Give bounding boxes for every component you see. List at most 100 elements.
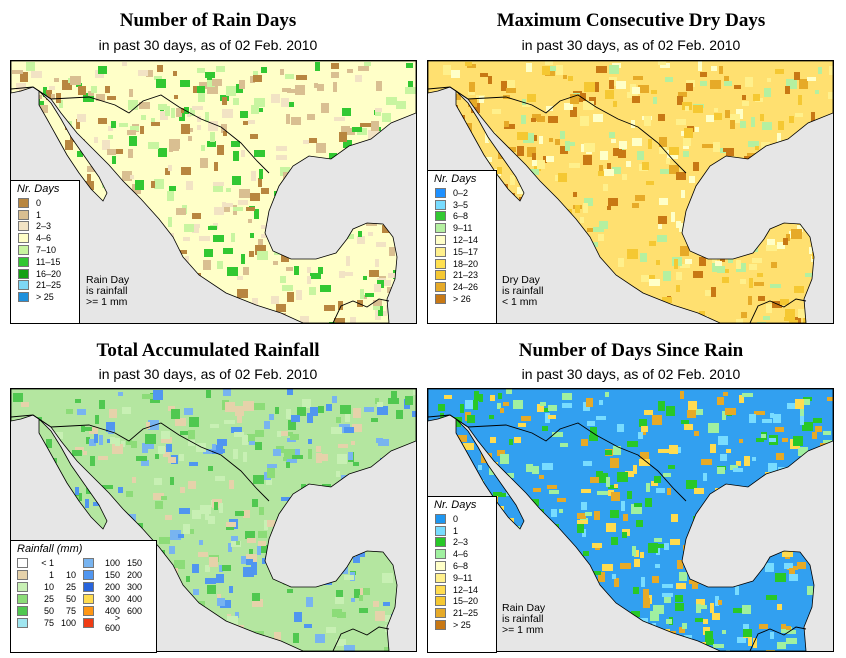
data-cell	[825, 497, 833, 502]
data-cell	[222, 202, 226, 211]
data-cell	[314, 83, 318, 88]
legend-swatch	[18, 197, 29, 208]
data-cell	[538, 244, 547, 253]
data-cell	[820, 594, 827, 599]
data-cell	[332, 396, 337, 403]
data-cell	[152, 221, 158, 231]
data-cell	[740, 121, 746, 128]
data-cell	[243, 452, 247, 462]
data-cell	[397, 304, 404, 309]
data-cell	[695, 322, 703, 323]
data-cell	[311, 206, 318, 213]
data-cell	[275, 407, 279, 414]
data-cell	[617, 472, 628, 482]
data-cell	[407, 617, 416, 623]
data-cell	[259, 169, 263, 179]
data-cell	[787, 206, 791, 214]
data-cell	[766, 650, 775, 651]
legend-label: 4–6	[36, 233, 52, 244]
data-cell	[798, 195, 806, 202]
data-cell	[684, 424, 693, 430]
data-cell	[638, 432, 643, 439]
data-cell	[541, 238, 551, 244]
data-cell	[794, 481, 802, 490]
data-cell	[359, 595, 363, 601]
data-cell	[199, 281, 209, 287]
data-cell	[89, 427, 98, 434]
data-cell	[206, 390, 211, 398]
rain-day-note-2: Rain Day is rainfall >= 1 mm	[502, 602, 546, 636]
data-cell	[783, 522, 790, 526]
data-cell	[614, 484, 618, 488]
data-cell	[689, 580, 700, 584]
data-cell	[126, 491, 133, 497]
data-cell	[281, 255, 289, 262]
data-cell	[776, 515, 784, 519]
legend-range-low: 100	[104, 558, 120, 568]
data-cell	[167, 191, 174, 201]
data-cell	[242, 435, 248, 445]
data-cell	[642, 162, 649, 170]
data-cell	[258, 239, 263, 248]
data-cell	[831, 234, 833, 243]
data-cell	[37, 105, 48, 113]
data-cell	[296, 532, 303, 537]
data-cell	[156, 79, 166, 88]
legend-swatch	[83, 606, 94, 616]
data-cell	[236, 541, 240, 545]
data-cell	[145, 295, 155, 305]
data-cell	[53, 508, 58, 514]
data-cell	[829, 66, 833, 75]
data-cell	[632, 138, 642, 146]
data-cell	[506, 389, 512, 394]
data-cell	[22, 432, 33, 436]
data-cell	[128, 100, 138, 110]
data-cell	[695, 127, 699, 132]
data-cell	[229, 586, 233, 593]
data-cell	[787, 207, 791, 213]
data-cell	[473, 400, 478, 410]
data-cell	[159, 537, 170, 544]
data-cell	[758, 492, 762, 496]
legend-swatch	[435, 211, 446, 222]
data-cell	[444, 395, 452, 399]
data-cell	[129, 136, 137, 146]
data-cell	[823, 431, 831, 435]
data-cell	[126, 440, 132, 445]
data-cell	[605, 90, 614, 99]
data-cell	[497, 403, 501, 409]
data-cell	[565, 646, 571, 651]
data-cell	[497, 167, 502, 174]
data-cell	[162, 624, 168, 629]
data-cell	[827, 158, 832, 164]
data-cell	[664, 593, 671, 603]
data-cell	[742, 393, 753, 397]
data-cell	[334, 117, 345, 121]
data-cell	[707, 206, 711, 211]
data-cell	[803, 399, 810, 405]
legend-title: Rainfall (mm)	[17, 543, 83, 555]
data-cell	[584, 143, 595, 152]
data-cell	[676, 272, 682, 280]
data-cell	[199, 540, 203, 545]
legend-range-high: 400	[126, 594, 142, 604]
data-cell	[540, 408, 549, 412]
data-cell	[228, 304, 236, 310]
data-cell	[555, 582, 561, 586]
data-cell	[442, 481, 453, 489]
data-cell	[663, 473, 671, 477]
data-cell	[812, 432, 817, 439]
data-cell	[532, 153, 536, 160]
data-cell	[824, 264, 832, 271]
data-cell	[156, 647, 166, 651]
data-cell	[309, 138, 317, 143]
data-cell	[670, 539, 680, 545]
data-cell	[465, 400, 473, 409]
data-cell	[827, 257, 833, 265]
data-cell	[86, 437, 90, 444]
data-cell	[794, 286, 804, 293]
data-cell	[529, 221, 540, 227]
country-border	[332, 626, 390, 651]
data-cell	[140, 239, 144, 248]
data-cell	[297, 407, 306, 416]
